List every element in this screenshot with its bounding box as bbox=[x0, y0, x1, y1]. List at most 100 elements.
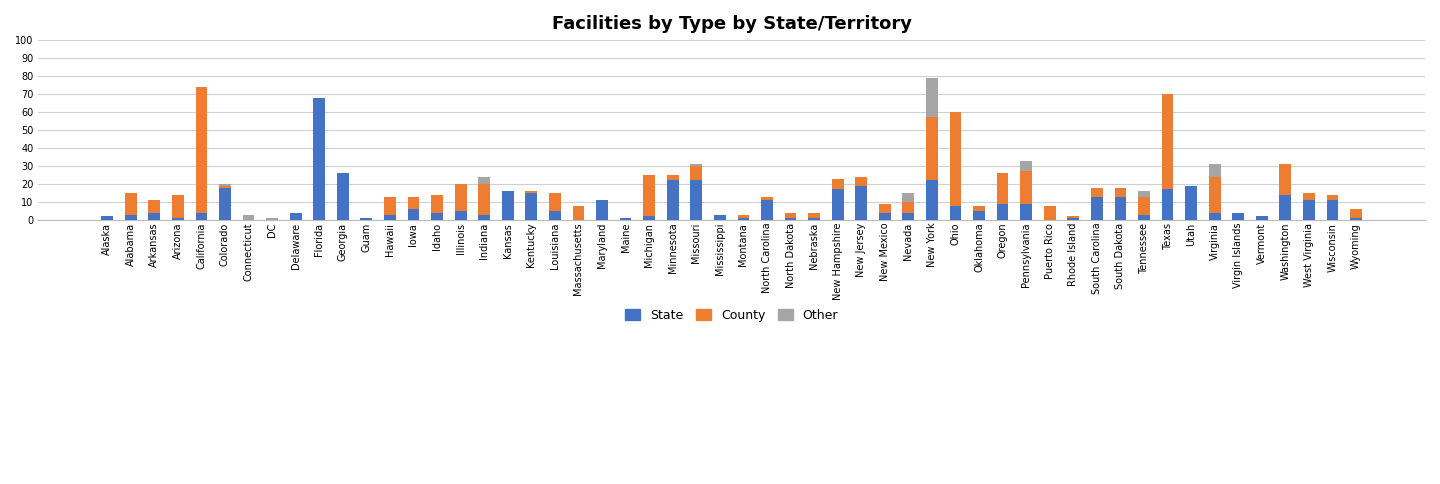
Bar bbox=[125, 193, 137, 214]
Bar bbox=[926, 181, 937, 220]
Bar bbox=[1326, 195, 1338, 200]
Bar bbox=[878, 213, 891, 220]
Bar bbox=[1351, 209, 1362, 218]
Bar bbox=[1208, 177, 1221, 213]
Bar bbox=[762, 200, 773, 220]
Bar bbox=[408, 197, 419, 209]
Bar bbox=[1138, 191, 1151, 197]
Legend: State, County, Other: State, County, Other bbox=[621, 305, 842, 325]
Bar bbox=[337, 173, 348, 220]
Bar bbox=[903, 193, 914, 202]
Bar bbox=[219, 184, 230, 186]
Bar bbox=[549, 193, 560, 211]
Bar bbox=[243, 214, 255, 220]
Bar bbox=[1115, 188, 1126, 197]
Bar bbox=[478, 177, 490, 184]
Bar bbox=[1303, 200, 1315, 220]
Bar bbox=[1138, 197, 1151, 214]
Bar bbox=[996, 204, 1008, 220]
Bar bbox=[384, 214, 396, 220]
Bar bbox=[1233, 213, 1244, 220]
Bar bbox=[1162, 94, 1174, 189]
Bar bbox=[596, 200, 608, 220]
Bar bbox=[762, 197, 773, 200]
Bar bbox=[785, 213, 796, 218]
Bar bbox=[219, 186, 230, 188]
Bar bbox=[996, 173, 1008, 204]
Bar bbox=[549, 211, 560, 220]
Bar bbox=[832, 189, 844, 220]
Bar bbox=[1044, 206, 1056, 220]
Bar bbox=[431, 213, 444, 220]
Bar bbox=[973, 206, 985, 211]
Bar bbox=[171, 218, 184, 220]
Bar bbox=[785, 218, 796, 220]
Bar bbox=[219, 188, 230, 220]
Bar bbox=[737, 214, 749, 218]
Bar bbox=[314, 98, 325, 220]
Bar bbox=[1021, 171, 1032, 204]
Bar bbox=[949, 112, 962, 206]
Bar bbox=[196, 87, 207, 213]
Bar bbox=[384, 197, 396, 214]
Bar bbox=[1351, 218, 1362, 220]
Bar bbox=[926, 118, 937, 181]
Bar bbox=[125, 214, 137, 220]
Bar bbox=[903, 213, 914, 220]
Bar bbox=[1067, 218, 1079, 220]
Bar bbox=[431, 195, 444, 213]
Bar bbox=[1021, 204, 1032, 220]
Bar bbox=[573, 206, 585, 220]
Bar bbox=[690, 164, 703, 166]
Bar bbox=[360, 218, 373, 220]
Bar bbox=[1092, 188, 1103, 197]
Bar bbox=[690, 166, 703, 181]
Bar bbox=[266, 218, 278, 220]
Bar bbox=[148, 213, 160, 220]
Bar bbox=[148, 200, 160, 213]
Bar bbox=[526, 193, 537, 220]
Bar bbox=[503, 191, 514, 220]
Bar bbox=[644, 175, 655, 216]
Bar bbox=[455, 211, 467, 220]
Bar bbox=[1280, 195, 1292, 220]
Bar bbox=[478, 214, 490, 220]
Bar bbox=[171, 195, 184, 218]
Bar bbox=[903, 202, 914, 213]
Bar bbox=[101, 216, 114, 220]
Bar bbox=[408, 209, 419, 220]
Bar bbox=[949, 206, 962, 220]
Bar bbox=[1303, 193, 1315, 200]
Bar bbox=[1092, 197, 1103, 220]
Bar bbox=[1280, 164, 1292, 195]
Bar bbox=[455, 184, 467, 211]
Bar bbox=[1067, 216, 1079, 218]
Bar bbox=[478, 184, 490, 214]
Bar bbox=[808, 213, 819, 218]
Bar bbox=[855, 186, 867, 220]
Bar bbox=[667, 181, 678, 220]
Bar bbox=[526, 191, 537, 193]
Bar bbox=[832, 179, 844, 189]
Title: Facilities by Type by State/Territory: Facilities by Type by State/Territory bbox=[552, 15, 912, 33]
Bar bbox=[1021, 161, 1032, 171]
Bar bbox=[619, 218, 632, 220]
Bar bbox=[1326, 200, 1338, 220]
Bar bbox=[289, 213, 301, 220]
Bar bbox=[196, 213, 207, 220]
Bar bbox=[1256, 216, 1267, 220]
Bar bbox=[714, 214, 726, 220]
Bar bbox=[855, 177, 867, 186]
Bar bbox=[690, 181, 703, 220]
Bar bbox=[667, 175, 678, 181]
Bar bbox=[1115, 197, 1126, 220]
Bar bbox=[1138, 214, 1151, 220]
Bar bbox=[1162, 189, 1174, 220]
Bar bbox=[926, 78, 937, 118]
Bar bbox=[1208, 164, 1221, 177]
Bar bbox=[808, 218, 819, 220]
Bar bbox=[1185, 186, 1197, 220]
Bar bbox=[644, 216, 655, 220]
Bar bbox=[1208, 213, 1221, 220]
Bar bbox=[737, 218, 749, 220]
